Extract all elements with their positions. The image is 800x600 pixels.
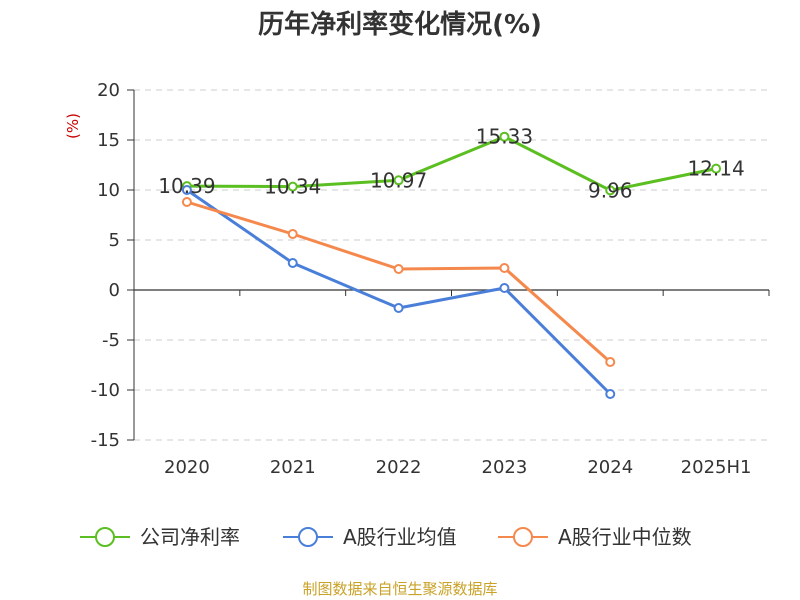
x-tick-label-2021: 2021 [270,457,316,478]
legend-item-1: A股行业均值 [283,525,457,549]
source-note: 制图数据来自恒生聚源数据库 [302,580,497,598]
y-axis-unit-label: (%) [64,113,82,139]
x-tick-label-2022: 2022 [376,457,422,478]
series-1 [181,185,616,399]
point-0-2021 [287,181,298,192]
legend-marker-1 [298,527,318,547]
legend-label-0: 公司净利率 [140,525,240,549]
data-label-2020: 10.39 [158,174,215,198]
y-tick-label-5: 5 [109,230,120,251]
y-tick-label--15: -15 [91,430,120,451]
data-label-2025H1: 12.14 [687,157,744,181]
point-2-2022 [393,264,404,274]
legend-item-2: A股行业中位数 [498,525,692,549]
point-1-2020 [181,185,192,195]
data-label-2022: 10.97 [370,168,427,192]
x-tick-label-2025H1: 2025H1 [681,457,752,478]
point-2-2024 [605,357,616,367]
point-0-2024 [605,185,616,196]
point-0-2025H1 [711,163,722,174]
y-tick-label-0: 0 [109,280,120,301]
series-2 [181,197,616,367]
y-tick-label-15: 15 [97,130,120,151]
series-line-2 [186,200,612,364]
point-0-2022 [393,175,404,186]
data-label-2021: 10.34 [264,175,321,199]
legend-marker-2 [513,527,533,547]
point-2-2021 [287,229,298,239]
legend-label-1: A股行业均值 [343,525,457,549]
series-line-0 [186,135,717,192]
gridlines [134,89,769,441]
data-label-2024: 9.96 [588,178,633,202]
y-tick-label--10: -10 [91,380,120,401]
series-lines [181,131,722,399]
x-tick-label-2024: 2024 [587,457,633,478]
legend-marker-0 [95,527,115,547]
legend-label-2: A股行业中位数 [558,525,692,549]
point-1-2022 [393,303,404,313]
x-tick-label-2020: 2020 [164,457,210,478]
y-tick-label-10: 10 [97,180,120,201]
data-labels: 10.39 10.34 10.97 15.33 9.96 12.14 [158,125,744,203]
data-label-2023: 15.33 [476,125,533,149]
point-2-2023 [499,263,510,273]
point-0-2023 [499,131,510,142]
legend: 公司净利率 A股行业均值 A股行业中位数 [80,525,692,549]
chart-title: 历年净利率变化情况(%) [258,9,542,40]
y-tick-label--5: -5 [102,330,120,351]
point-1-2021 [287,258,298,268]
point-1-2024 [605,389,616,399]
y-tick-label-20: 20 [97,80,120,101]
axes: 20 15 10 5 0 -5 -10 -15 2020 2021 2022 2023 2024 2025… [91,80,770,478]
point-2-2020 [181,197,192,207]
x-tick-label-2023: 2023 [482,457,528,478]
point-1-2023 [499,283,510,293]
legend-item-0: 公司净利率 [80,525,240,549]
